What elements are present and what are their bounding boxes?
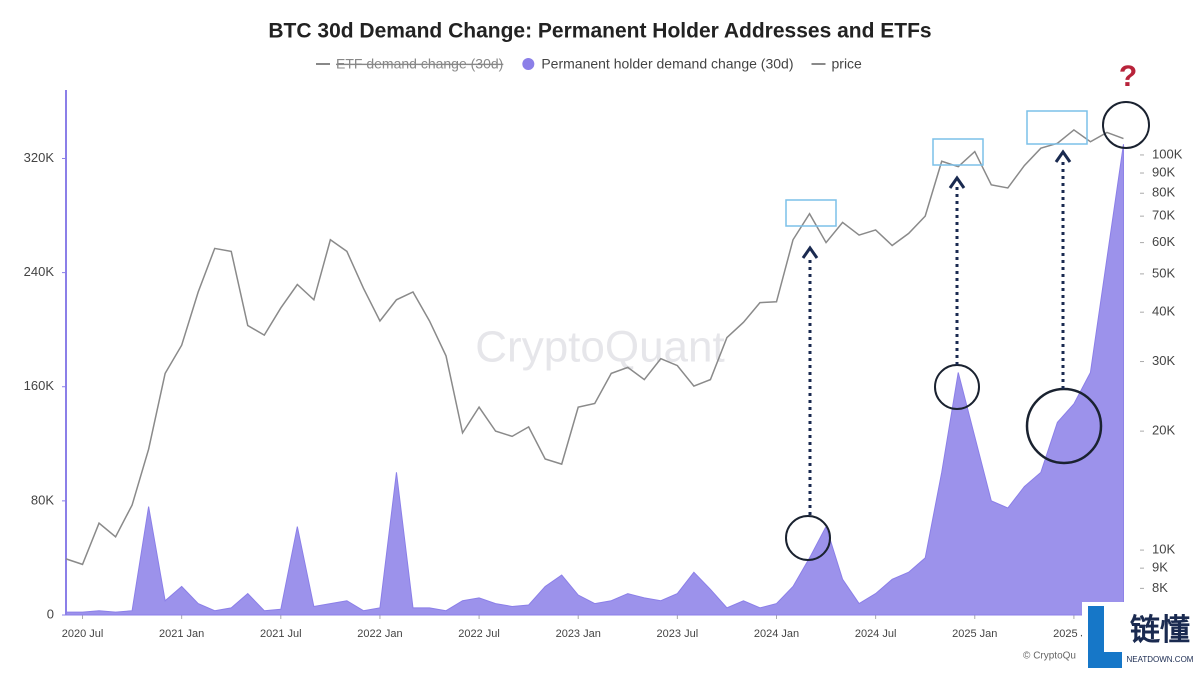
watermark: CryptoQuant	[475, 323, 724, 372]
arrow-head	[801, 245, 819, 259]
plot-area: 0 80K 160K 240K 320K 8K 9K 10K 20K 30K 40K 50K 60K 70…	[24, 90, 1183, 640]
y2-tick-label: 30K	[1152, 353, 1175, 368]
highlight-box	[1026, 110, 1088, 145]
arrow-head	[1054, 149, 1072, 163]
y-tick-label: 0	[47, 606, 54, 621]
x-tick-label: 2022 Jul	[458, 628, 500, 640]
logo-subtext: NEATDOWN.COM	[1127, 655, 1194, 664]
y2-tick-label: 90K	[1152, 164, 1175, 179]
x-tick-label: 2020 Jul	[62, 628, 104, 640]
annotations	[785, 101, 1150, 561]
y2-tick-label: 20K	[1152, 423, 1175, 438]
legend-marker	[522, 58, 535, 70]
legend-label: price	[832, 56, 863, 72]
question-mark: ?	[1119, 60, 1137, 93]
x-tick-label: 2022 Jan	[357, 628, 402, 640]
y-tick-label: 240K	[24, 264, 55, 279]
price-line	[65, 128, 1124, 566]
y2-tick-label: 8K	[1152, 580, 1168, 595]
credit: © CryptoQu	[1023, 651, 1076, 662]
x-tick-label: 2021 Jul	[260, 628, 302, 640]
legend-label: Permanent holder demand change (30d)	[541, 56, 793, 72]
x-tick-label: 2023 Jul	[657, 628, 699, 640]
highlight-circle	[1102, 101, 1150, 149]
chart-title: BTC 30d Demand Change: Permanent Holder …	[268, 20, 931, 43]
highlight-box	[932, 138, 984, 166]
x-tick-label: 2021 Jan	[159, 628, 204, 640]
legend-label: ETF demand change (30d)	[336, 56, 503, 72]
logo: 链懂 NEATDOWN.COM	[1082, 602, 1200, 672]
y2-tick-label: 40K	[1152, 304, 1175, 319]
x-tick-label: 2024 Jul	[855, 628, 897, 640]
y-tick-label: 320K	[24, 150, 55, 165]
arrow-head	[948, 175, 966, 189]
legend: ETF demand change (30d) Permanent holder …	[316, 56, 862, 72]
logo-text: 链懂	[1130, 613, 1190, 647]
y2-tick-label: 60K	[1152, 234, 1175, 249]
y-tick-label: 80K	[31, 492, 54, 507]
highlight-box	[785, 199, 837, 227]
y2-tick-label: 9K	[1152, 560, 1168, 575]
highlight-circle	[785, 515, 831, 561]
x-tick-label: 2023 Jan	[556, 628, 601, 640]
x-tick-label: 2025 Jan	[952, 628, 997, 640]
x-tick-label: 2024 Jan	[754, 628, 799, 640]
y2-tick-label: 80K	[1152, 185, 1175, 200]
y2-tick-label: 50K	[1152, 265, 1175, 280]
y-tick-label: 160K	[24, 378, 55, 393]
demand-area	[65, 144, 1124, 616]
y2-tick-label: 70K	[1152, 208, 1175, 223]
logo-mark	[1088, 606, 1122, 668]
y2-tick-label: 10K	[1152, 542, 1175, 557]
y2-tick-label: 100K	[1152, 146, 1183, 161]
